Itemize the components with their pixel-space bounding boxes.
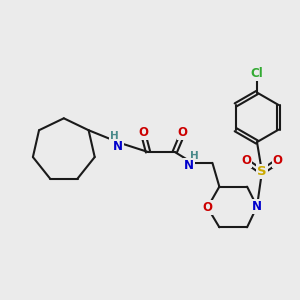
Text: O: O [273, 154, 283, 167]
Text: S: S [257, 165, 267, 178]
Text: O: O [178, 126, 188, 139]
Text: H: H [110, 131, 119, 141]
Text: O: O [202, 201, 212, 214]
Text: Cl: Cl [250, 67, 263, 80]
Text: O: O [138, 126, 148, 139]
Text: N: N [252, 200, 262, 213]
Text: O: O [241, 154, 251, 167]
Text: N: N [113, 140, 123, 152]
Text: H: H [190, 151, 199, 161]
Text: N: N [184, 159, 194, 172]
